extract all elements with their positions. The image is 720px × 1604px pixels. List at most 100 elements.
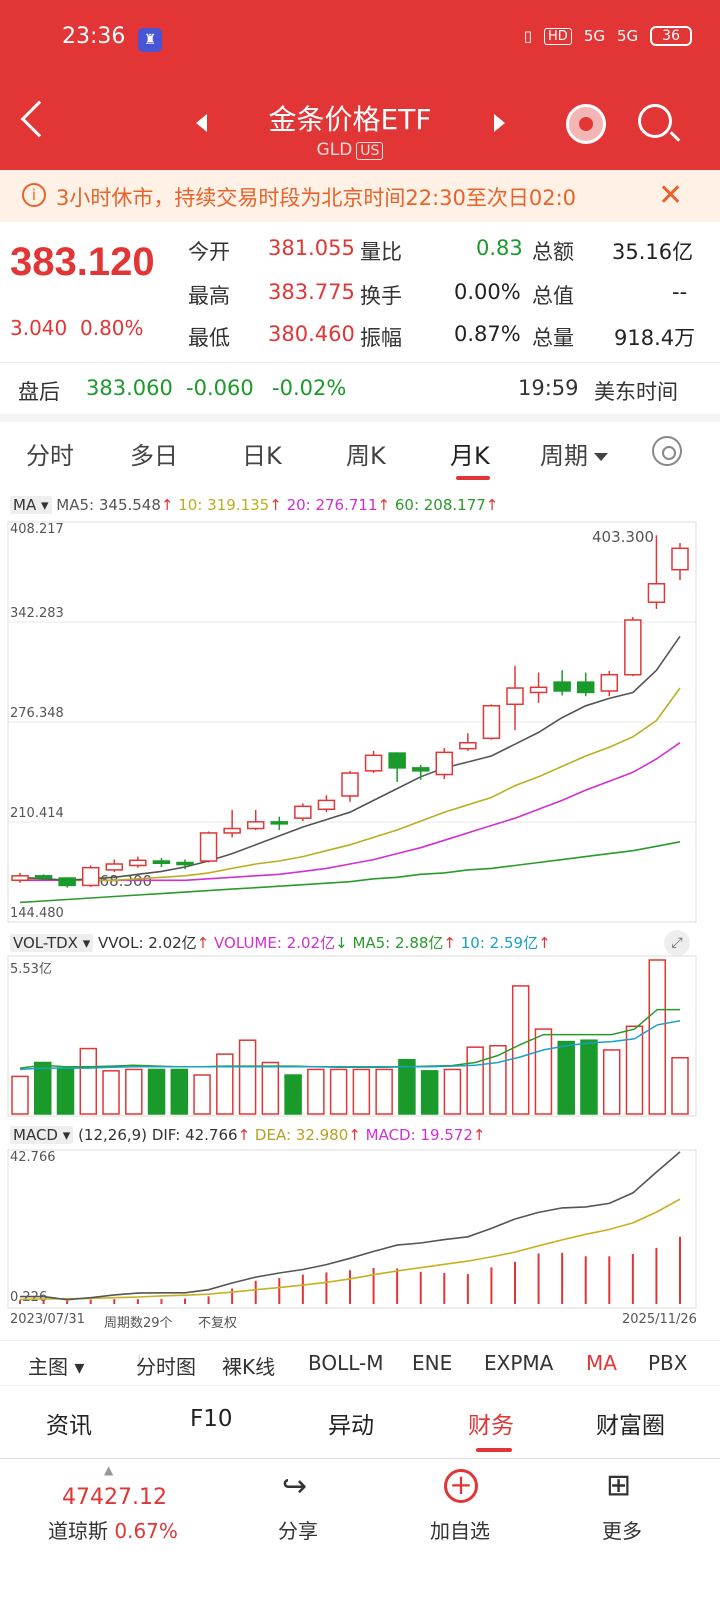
active-tab-indicator <box>456 476 490 480</box>
stat-value-low: 380.460 <box>268 322 355 346</box>
candle-body <box>81 866 100 887</box>
prev-stock-arrow-icon[interactable] <box>196 114 207 132</box>
tab-multi-day[interactable]: 多日 <box>130 442 178 470</box>
chevron-down-icon <box>594 453 608 461</box>
volume-bar <box>602 1049 621 1115</box>
toolbar-boll-m[interactable]: BOLL-M <box>308 1351 384 1375</box>
tab-f10[interactable]: F10 <box>190 1406 233 1432</box>
macd-params: (12,26,9) <box>78 1126 148 1144</box>
volume-bar <box>625 1025 644 1115</box>
candle-body <box>199 832 218 862</box>
tab-period-dropdown[interactable]: 周期 <box>540 436 608 471</box>
macd-indicator-name: MACD <box>13 1126 58 1144</box>
share-icon[interactable]: ↪ <box>282 1469 308 1504</box>
candle-body <box>176 861 194 866</box>
stat-value-market-cap: -- <box>672 280 688 304</box>
volume-bar <box>79 1047 98 1115</box>
candle-body <box>482 705 501 740</box>
stat-label-amplitude: 振幅 <box>360 326 402 350</box>
tab-monthly-k[interactable]: 月K <box>450 442 490 470</box>
tab-intraday[interactable]: 分时 <box>26 442 74 470</box>
tab-movement[interactable]: 异动 <box>328 1413 374 1439</box>
ma-legend: MA ▾ MA5: 345.548↑ 10: 319.135↑ 20: 276.… <box>10 496 498 514</box>
volume-bar <box>34 1061 52 1115</box>
volume-bar <box>557 1040 575 1115</box>
volume-axis-label: 5.53亿 <box>10 962 52 977</box>
tab-weekly-k[interactable]: 周K <box>346 442 386 470</box>
stat-value-volume: 918.4万 <box>614 326 696 350</box>
candle-body <box>58 877 76 887</box>
toolbar-ma[interactable]: MA <box>586 1351 617 1375</box>
macd-axis-top: 42.766 <box>10 1150 56 1165</box>
volume-bar <box>147 1068 166 1115</box>
volume-bar <box>352 1068 371 1115</box>
start-date-label: 2023/07/31 <box>10 1312 85 1327</box>
tab-finance[interactable]: 财务 <box>468 1413 514 1439</box>
share-button[interactable]: 分享 <box>278 1519 318 1543</box>
assistant-robot-icon[interactable] <box>566 104 606 144</box>
toolbar-ene[interactable]: ENE <box>412 1351 453 1375</box>
volume-bar <box>671 1056 689 1115</box>
page-title: 金条价格ETF <box>268 103 432 136</box>
more-grid-icon[interactable]: ⊞ <box>606 1468 632 1503</box>
ma-indicator-dropdown[interactable]: MA ▾ <box>10 496 52 514</box>
end-date-label: 2025/11/26 <box>622 1312 697 1327</box>
index-ticker[interactable]: 道琼斯 0.67% <box>48 1515 178 1544</box>
tab-daily-k[interactable]: 日K <box>242 442 282 470</box>
candle-body <box>246 821 265 830</box>
stat-value-turnover: 0.00% <box>454 280 521 304</box>
more-button[interactable]: 更多 <box>602 1519 642 1543</box>
candle-body <box>294 805 312 819</box>
notice-text: 3小时休市，持续交易时段为北京时间22:30至次日02:0 <box>56 186 577 210</box>
volume-bar <box>102 1070 120 1115</box>
divider <box>0 414 720 422</box>
tab-news[interactable]: 资讯 <box>46 1413 92 1439</box>
main-chart-dropdown[interactable]: 主图 ▾ <box>28 1355 85 1379</box>
vol-ma10-value: 10: 2.59亿 <box>460 934 539 952</box>
after-hours-timezone: 美东时间 <box>594 380 678 404</box>
vvol-value: VVOL: 2.02亿 <box>98 934 197 952</box>
candle-body <box>624 619 642 676</box>
volume-bar <box>307 1068 325 1115</box>
symbol-text: GLD <box>316 140 353 160</box>
next-stock-arrow-icon[interactable] <box>494 114 505 132</box>
expand-icon[interactable]: ⤢ <box>664 930 690 956</box>
stat-label-open: 今开 <box>188 240 230 264</box>
macd-legend: MACD ▾ (12,26,9) DIF: 42.766↑ DEA: 32.98… <box>10 1126 485 1144</box>
toolbar-bare-kline[interactable]: 裸K线 <box>222 1355 276 1379</box>
stat-label-turnover: 换手 <box>360 284 402 308</box>
toolbar-expma[interactable]: EXPMA <box>484 1351 554 1375</box>
price-axis-label: 342.283 <box>10 606 64 621</box>
index-value[interactable]: 47427.12 <box>62 1485 167 1510</box>
tab-wealth-circle[interactable]: 财富圈 <box>596 1413 665 1439</box>
ma5-line <box>19 635 681 882</box>
ma10-line <box>20 687 681 882</box>
volume-indicator-dropdown[interactable]: VOL-TDX ▾ <box>10 934 94 952</box>
stat-value-amount: 35.16亿 <box>612 240 694 264</box>
volume-value: VOLUME: 2.02亿 <box>214 934 336 952</box>
ma20-line <box>20 742 681 882</box>
candle-body <box>576 681 595 694</box>
search-icon[interactable] <box>638 104 672 138</box>
candle-body <box>671 547 689 571</box>
app-header: 23:36 ♜ ▯ HD 5G 5G 36 金条价格ETF GLD US <box>0 0 720 170</box>
volume-bar <box>170 1068 189 1115</box>
main-chart-label: 主图 <box>28 1355 68 1379</box>
volume-bar <box>125 1068 143 1115</box>
volume-bar <box>193 1074 211 1115</box>
add-watchlist-icon[interactable]: + <box>444 1469 478 1503</box>
chart-settings-icon[interactable] <box>652 436 682 466</box>
price-axis-label: 276.348 <box>10 706 64 721</box>
volume-bar <box>216 1053 234 1115</box>
candle-body <box>647 583 666 604</box>
toolbar-pbx[interactable]: PBX <box>648 1351 688 1375</box>
candle-body <box>152 860 171 865</box>
close-icon[interactable]: ✕ <box>658 178 684 213</box>
macd-indicator-dropdown[interactable]: MACD ▾ <box>10 1126 74 1144</box>
toolbar-intraday-chart[interactable]: 分时图 <box>136 1355 196 1379</box>
add-watchlist-button[interactable]: 加自选 <box>430 1519 490 1543</box>
volume-bar <box>375 1068 393 1115</box>
index-expand-icon[interactable]: ▲ <box>104 1463 114 1477</box>
macd-panel-frame <box>7 1149 697 1309</box>
